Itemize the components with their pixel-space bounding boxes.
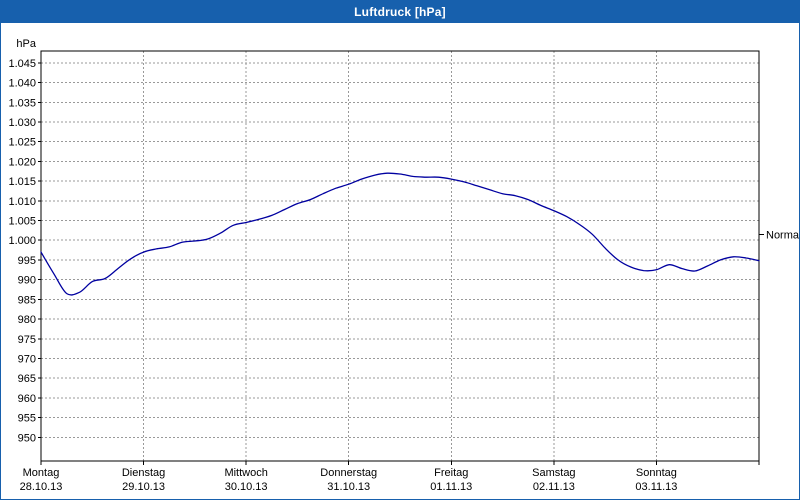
y-tick-label: 995 (18, 255, 36, 267)
day-date-label: 28.10.13 (20, 481, 63, 493)
day-date-label: 02.11.13 (533, 481, 575, 493)
window-title-bar[interactable]: Luftdruck [hPa] (1, 1, 799, 23)
pressure-chart-svg: 1.045 1.040 1.035 1.030 1.025 1.020 1.015 1.010… (1, 23, 800, 499)
day-date-label: 30.10.13 (225, 481, 268, 493)
day-name-label: Sonntag (636, 467, 677, 479)
day-name-label: Montag (23, 467, 60, 479)
day-name-label: Dienstag (122, 467, 165, 479)
y-tick-label: 1.005 (8, 216, 36, 228)
day-date-label: 31.10.13 (327, 481, 370, 493)
y-tick-label: 1.045 (8, 58, 36, 70)
y-axis-unit-label: hPa (16, 38, 36, 50)
window-title: Luftdruck [hPa] (354, 5, 446, 19)
y-tick-label: 1.000 (8, 235, 36, 247)
day-name-label: Freitag (434, 467, 468, 479)
y-tick-label: 970 (18, 354, 36, 366)
y-tick-label: 960 (18, 393, 36, 405)
pressure-curve (40, 172, 760, 296)
normal-marker-label: Normal (766, 229, 800, 241)
day-name-label: Mittwoch (224, 467, 267, 479)
y-tick-label: 955 (18, 413, 36, 425)
day-name-label: Donnerstag (320, 467, 377, 479)
y-tick-label: 990 (18, 275, 36, 287)
y-tick-label: 985 (18, 294, 36, 306)
y-tick-label: 1.015 (8, 176, 36, 188)
day-date-label: 29.10.13 (122, 481, 165, 493)
y-tick-label: 1.030 (8, 117, 36, 129)
y-tick-label: 1.025 (8, 137, 36, 149)
y-tick-label: 1.035 (8, 97, 36, 109)
day-date-label: 03.11.13 (635, 481, 677, 493)
y-tick-label: 975 (18, 334, 36, 346)
y-tick-label: 950 (18, 432, 36, 444)
y-tick-label: 1.020 (8, 156, 36, 168)
y-tick-label: 980 (18, 314, 36, 326)
plot-border (40, 50, 760, 462)
day-name-label: Samstag (532, 467, 575, 479)
day-date-label: 01.11.13 (430, 481, 472, 493)
y-tick-label: 1.010 (8, 196, 36, 208)
y-tick-label: 965 (18, 373, 36, 385)
y-tick-label: 1.040 (8, 78, 36, 90)
